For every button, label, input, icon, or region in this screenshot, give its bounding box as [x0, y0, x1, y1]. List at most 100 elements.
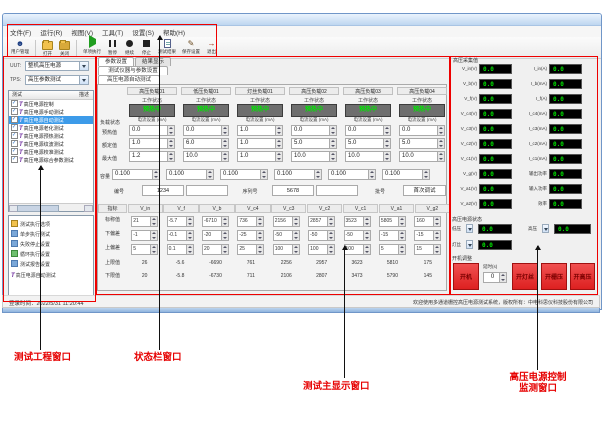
capacity-input[interactable]: 0.100	[112, 169, 160, 180]
limit-input[interactable]: 21	[131, 216, 152, 227]
current-input[interactable]: 1.0	[129, 138, 168, 149]
power-on-button[interactable]: 开机	[453, 263, 479, 290]
spinner-icon[interactable]	[292, 216, 300, 227]
spinner-icon[interactable]	[363, 216, 371, 227]
run-single-button[interactable]: 单项执行	[81, 35, 103, 54]
limit-input[interactable]: -15	[378, 230, 399, 241]
spinner-icon[interactable]	[330, 151, 337, 162]
spinner-icon[interactable]	[257, 230, 265, 241]
checkbox-checked-icon[interactable]	[11, 100, 18, 107]
option-item[interactable]: T高压电源自动测试	[11, 273, 56, 279]
spinner-icon[interactable]	[384, 151, 391, 162]
current-input[interactable]: 0.0	[291, 125, 330, 136]
user-management-button[interactable]: ☻ 用户管理	[11, 39, 29, 54]
limit-input[interactable]: 3523	[343, 216, 364, 227]
current-input[interactable]: 0.0	[345, 125, 384, 136]
current-input[interactable]: 0.0	[183, 125, 222, 136]
limit-input[interactable]: 5805	[378, 216, 399, 227]
menu-help[interactable]: 帮助(H)	[163, 29, 186, 37]
horizontal-scrollbar[interactable]	[9, 203, 93, 212]
limit-input[interactable]: -50	[308, 230, 329, 241]
spinner-icon[interactable]	[207, 169, 214, 180]
chevron-down-icon[interactable]	[79, 62, 88, 70]
option-item[interactable]: 测试报告设置	[11, 260, 91, 268]
open-button[interactable]: 打开	[40, 39, 55, 56]
test-item[interactable]: T高压电源纹波测试	[9, 140, 93, 148]
spinner-icon[interactable]	[151, 216, 159, 227]
capacity-input[interactable]: 0.100	[166, 169, 214, 180]
current-input[interactable]: 6.0	[183, 138, 222, 149]
limit-input[interactable]: 20	[201, 244, 222, 255]
current-input[interactable]: 5.0	[399, 138, 438, 149]
chevron-down-icon[interactable]	[466, 240, 473, 249]
test-item-selected[interactable]: T高压电源自动测试	[9, 116, 93, 124]
current-input[interactable]: 5.0	[291, 138, 330, 149]
current-input[interactable]: 1.0	[237, 138, 276, 149]
limit-input[interactable]: 100	[308, 244, 329, 255]
limit-input[interactable]: 15	[414, 244, 435, 255]
option-item[interactable]: 失败停止设置	[11, 240, 91, 248]
limit-input[interactable]: 25	[237, 244, 258, 255]
spinner-icon[interactable]	[292, 230, 300, 241]
spinner-icon[interactable]	[257, 244, 265, 255]
spinner-icon[interactable]	[222, 151, 229, 162]
limit-input[interactable]: -5.7	[166, 216, 187, 227]
checkbox-checked-icon[interactable]	[11, 156, 18, 163]
current-input[interactable]: 10.0	[183, 151, 222, 162]
checkbox-checked-icon[interactable]	[11, 140, 18, 147]
tps-select[interactable]: 高压参数测试	[25, 75, 89, 85]
test-results-button[interactable]: 测试结果	[156, 39, 178, 54]
current-input[interactable]: 10.0	[291, 151, 330, 162]
spinner-icon[interactable]	[292, 244, 300, 255]
spinner-icon[interactable]	[151, 244, 159, 255]
spinner-icon[interactable]	[423, 169, 430, 180]
spinner-icon[interactable]	[438, 138, 445, 149]
spinner-icon[interactable]	[221, 244, 229, 255]
current-input[interactable]: 10.0	[399, 151, 438, 162]
spinner-icon[interactable]	[328, 216, 336, 227]
close-button[interactable]: 关闭	[57, 39, 72, 56]
spinner-icon[interactable]	[330, 125, 337, 136]
spinner-icon[interactable]	[276, 151, 283, 162]
test-item[interactable]: T高压电源手动测试	[9, 108, 93, 116]
current-input[interactable]: 10.0	[345, 151, 384, 162]
chevron-down-icon[interactable]	[79, 76, 88, 84]
spinner-icon[interactable]	[328, 230, 336, 241]
spinner-icon[interactable]	[363, 230, 371, 241]
spinner-icon[interactable]	[276, 125, 283, 136]
spinner-icon[interactable]	[363, 244, 371, 255]
chevron-down-icon[interactable]	[542, 224, 549, 233]
capacity-input[interactable]: 0.100	[220, 169, 268, 180]
grid-on-button[interactable]: 开栅压	[541, 263, 567, 290]
current-input[interactable]: 0.0	[399, 125, 438, 136]
test-item[interactable]: T高压电源校准测试	[9, 148, 93, 156]
exit-button[interactable]: → 退出	[207, 39, 216, 54]
limit-input[interactable]: -15	[414, 230, 435, 241]
spinner-icon[interactable]	[500, 272, 507, 283]
limit-input[interactable]: 736	[237, 216, 258, 227]
serial-value-field[interactable]	[186, 185, 228, 196]
limit-input[interactable]: -1	[131, 230, 152, 241]
checkbox-checked-icon[interactable]	[11, 148, 18, 155]
spinner-icon[interactable]	[151, 230, 159, 241]
spinner-icon[interactable]	[222, 138, 229, 149]
limit-input[interactable]: 5	[378, 244, 399, 255]
spinner-icon[interactable]	[186, 230, 194, 241]
window-title-bar[interactable]	[3, 14, 601, 26]
spinner-icon[interactable]	[434, 244, 442, 255]
test-item[interactable]: T高压电源综合参数测试	[9, 156, 93, 164]
tab-instrument-parameter[interactable]: 测试仪器与参数设置	[98, 66, 168, 75]
menu-view[interactable]: 视图(V)	[71, 29, 94, 37]
limit-input[interactable]: 2857	[308, 216, 329, 227]
current-input[interactable]: 1.0	[237, 151, 276, 162]
current-input[interactable]: 0.0	[129, 125, 168, 136]
current-input[interactable]: 1.0	[237, 125, 276, 136]
spinner-icon[interactable]	[438, 125, 445, 136]
limit-input[interactable]: -50	[343, 230, 364, 241]
spinner-icon[interactable]	[168, 151, 175, 162]
resume-button[interactable]: 继续	[122, 39, 137, 55]
spinner-icon[interactable]	[221, 230, 229, 241]
spinner-icon[interactable]	[328, 244, 336, 255]
spinner-icon[interactable]	[384, 138, 391, 149]
scrollbar-thumb[interactable]	[17, 205, 59, 212]
